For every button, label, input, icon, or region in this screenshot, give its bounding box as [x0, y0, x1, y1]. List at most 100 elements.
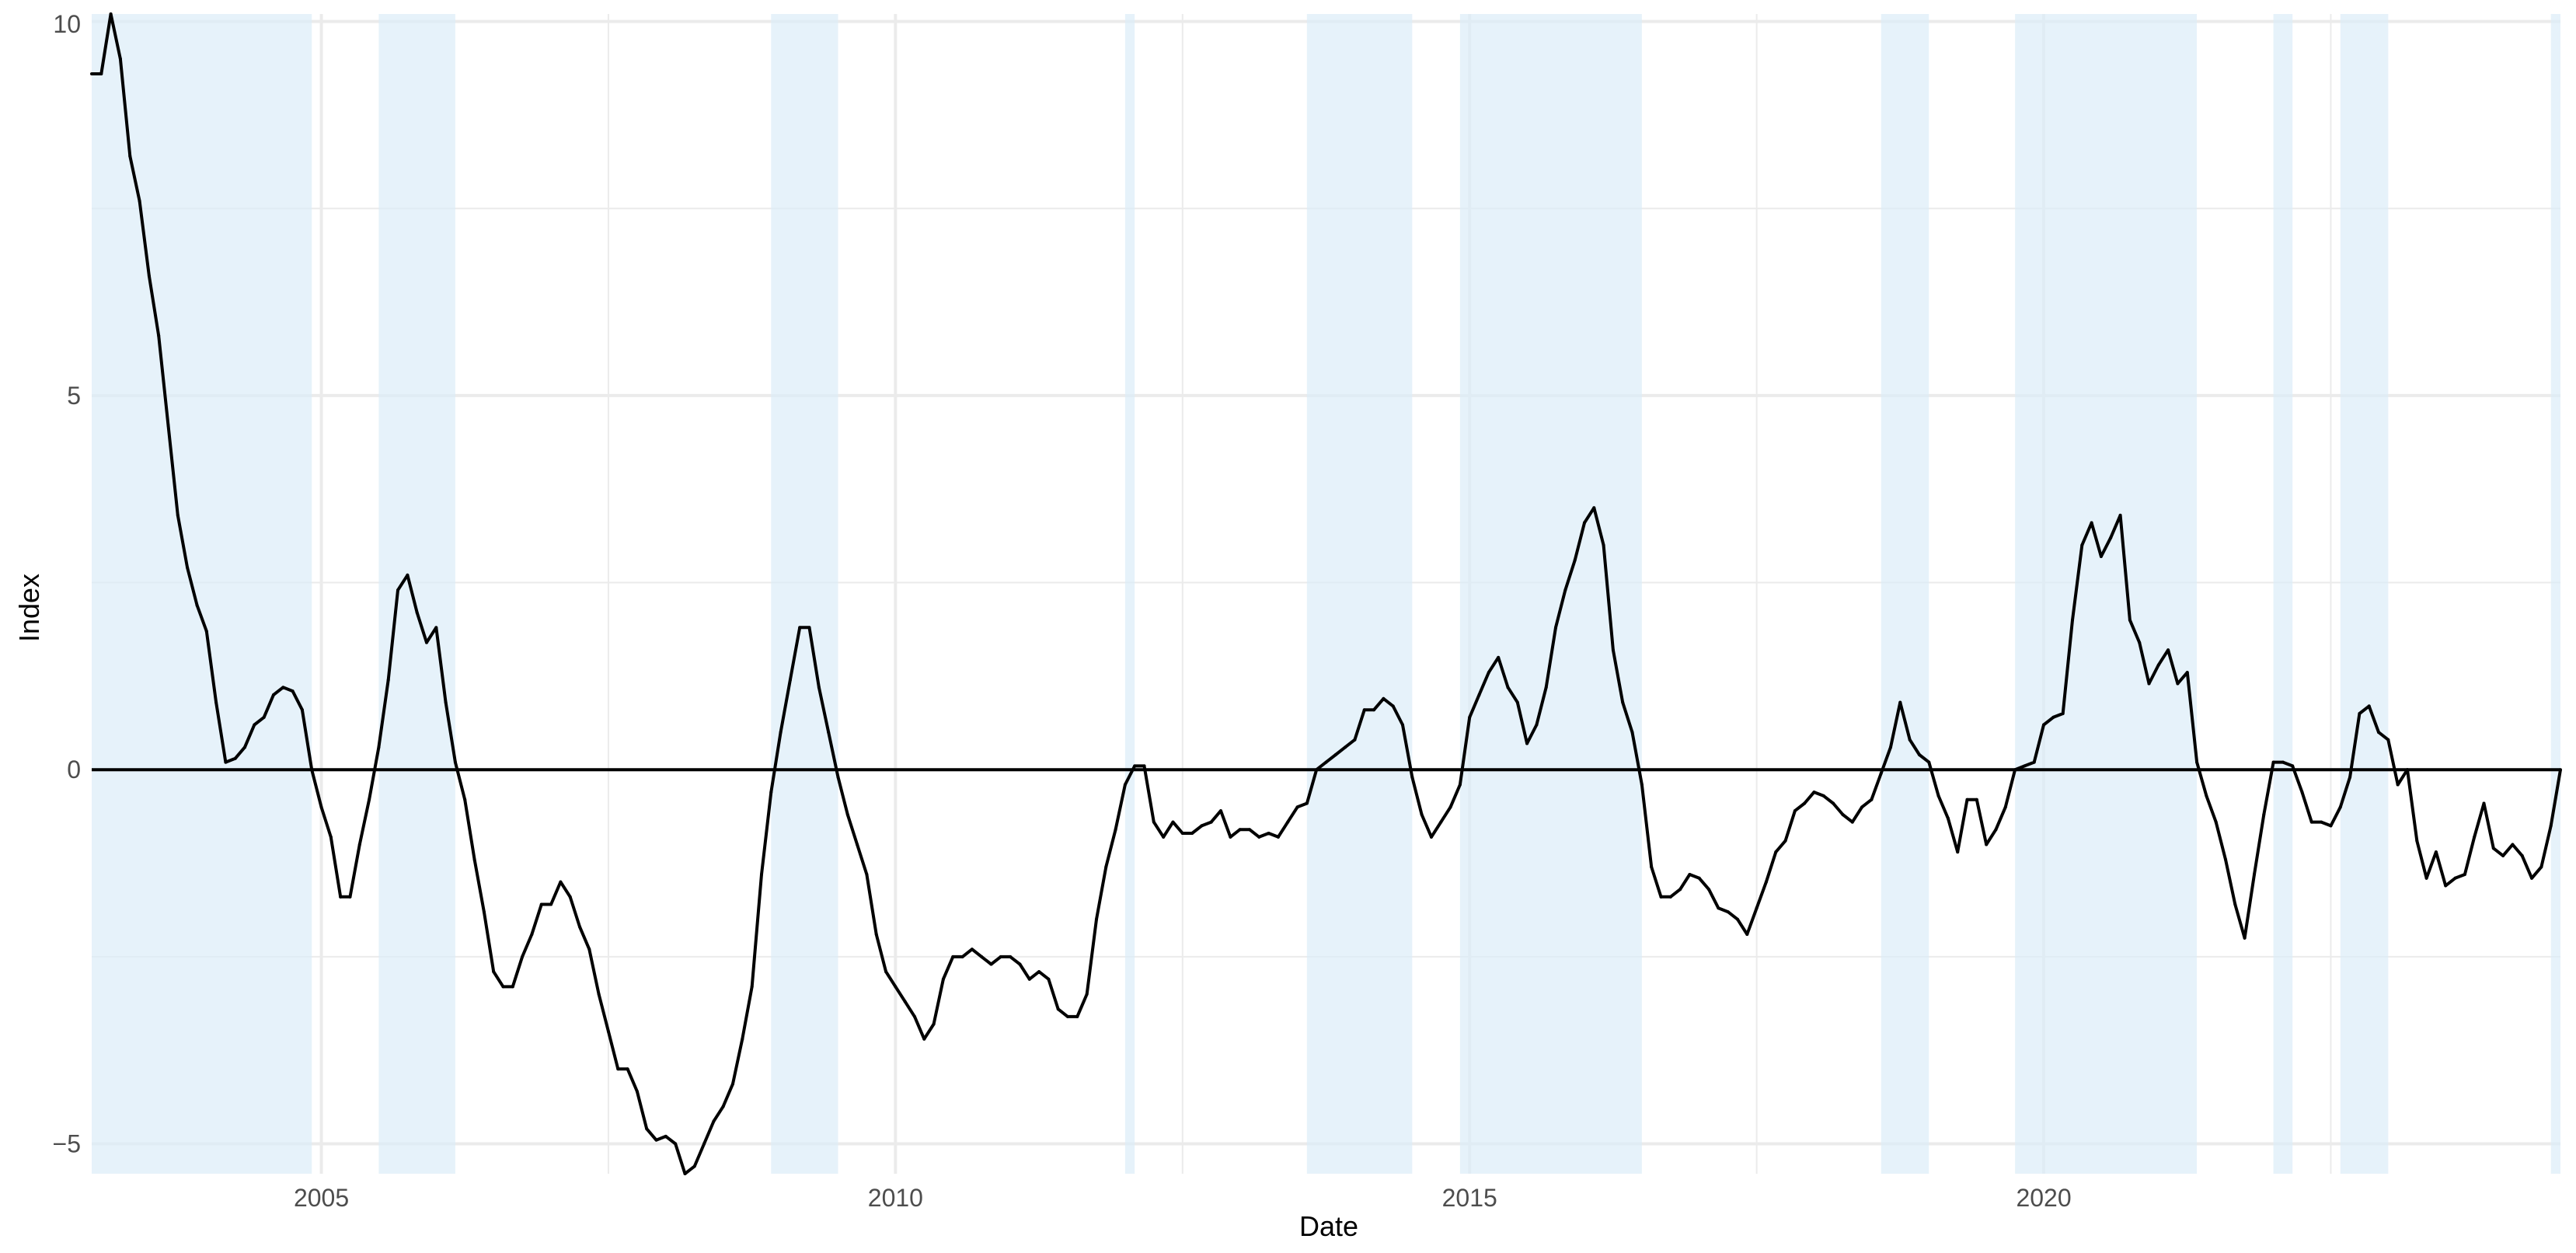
series-point	[1994, 828, 1998, 832]
series-point	[2252, 872, 2256, 876]
series-point	[2338, 805, 2342, 809]
series-point	[1745, 932, 1749, 936]
y-tick-label: 0	[67, 756, 81, 784]
series-point	[1344, 745, 1347, 749]
series-point	[2320, 820, 2323, 824]
series-point	[539, 902, 543, 906]
series-point	[635, 1090, 639, 1094]
series-point	[262, 715, 266, 719]
series-point	[1573, 558, 1577, 562]
series-point	[913, 1014, 916, 1018]
series-point	[368, 798, 371, 801]
series-point	[1659, 895, 1663, 899]
series-point	[884, 970, 888, 974]
shaded-period	[771, 14, 838, 1174]
series-point	[549, 902, 553, 906]
series-point	[1640, 783, 1644, 787]
series-point	[1180, 832, 1184, 836]
series-point	[1094, 917, 1098, 921]
series-point	[2013, 768, 2017, 772]
series-point	[1267, 832, 1271, 836]
series-point	[2367, 704, 2371, 708]
series-point	[339, 895, 343, 899]
series-point	[1774, 850, 1778, 854]
series-point	[157, 333, 161, 337]
series-point	[1362, 708, 1366, 712]
x-tick-label: 2020	[2016, 1184, 2071, 1212]
series-point	[253, 723, 256, 727]
y-tick-label: 10	[53, 10, 81, 38]
series-point	[1171, 820, 1175, 824]
series-point	[1870, 798, 1874, 801]
series-point	[2003, 805, 2007, 809]
series-point	[1429, 835, 1433, 839]
series-point	[1247, 828, 1251, 832]
x-axis-ticks: 2005 2010 2015 2020	[294, 1184, 2072, 1212]
series-point	[1372, 708, 1376, 712]
series-point	[798, 626, 802, 630]
series-point	[2530, 876, 2534, 880]
series-point	[1803, 801, 1807, 805]
series-point	[1448, 805, 1452, 809]
series-point	[1315, 768, 1319, 772]
series-point	[2262, 812, 2266, 816]
series-point	[1544, 686, 1548, 689]
series-point	[2271, 760, 2275, 764]
series-point	[271, 693, 275, 696]
series-point	[118, 57, 122, 61]
series-point	[1200, 824, 1204, 828]
series-point	[817, 686, 821, 689]
series-point	[2559, 768, 2562, 772]
series-point	[214, 700, 218, 704]
series-point	[1525, 742, 1529, 745]
series-point	[2434, 850, 2438, 854]
series-point	[2377, 731, 2381, 735]
series-point	[109, 12, 113, 16]
series-point	[606, 1030, 610, 1034]
series-point	[1353, 738, 1357, 742]
series-point	[769, 791, 773, 794]
series-point	[1736, 917, 1739, 921]
series-point	[1229, 835, 1232, 839]
series-point	[2128, 618, 2132, 622]
series-point	[731, 1082, 735, 1086]
series-point	[1707, 888, 1711, 892]
y-tick-label: −5	[53, 1129, 81, 1157]
series-point	[2205, 794, 2208, 798]
series-point	[424, 640, 428, 644]
series-point	[741, 1037, 744, 1041]
series-point	[2539, 865, 2543, 869]
series-point	[1860, 805, 1864, 809]
series-point	[2453, 876, 2457, 880]
series-point	[1477, 693, 1481, 696]
series-point	[779, 731, 783, 735]
y-axis-ticks: −5 0 5 10	[53, 10, 81, 1157]
series-point	[1037, 970, 1041, 974]
series-point	[2147, 682, 2151, 686]
series-point	[415, 611, 419, 615]
series-point	[406, 573, 410, 577]
series-point	[2042, 723, 2046, 727]
series-point	[195, 603, 199, 607]
series-point	[1832, 801, 1835, 805]
shaded-periods	[92, 14, 2560, 1174]
series-point	[1468, 715, 1472, 719]
series-point	[1276, 835, 1280, 839]
series-point	[1697, 876, 1701, 880]
series-point	[2348, 775, 2352, 779]
series-point	[1066, 1014, 1070, 1018]
series-point	[99, 72, 103, 76]
series-point	[1162, 835, 1166, 839]
series-point	[2520, 853, 2524, 857]
series-point	[1717, 906, 1720, 910]
series-point	[2032, 760, 2036, 764]
shaded-period	[1881, 14, 1929, 1174]
series-point	[463, 798, 467, 801]
series-point	[1257, 835, 1261, 839]
series-point	[2309, 820, 2313, 824]
series-point	[2214, 820, 2218, 824]
series-point	[1391, 704, 1395, 708]
series-point	[578, 925, 582, 929]
x-axis-title: Date	[1299, 1210, 1358, 1242]
x-tick-label: 2005	[294, 1184, 349, 1212]
